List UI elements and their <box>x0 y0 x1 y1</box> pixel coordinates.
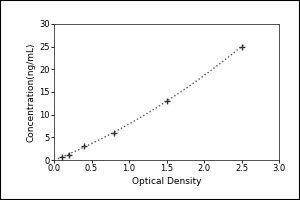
Y-axis label: Concentration(ng/mL): Concentration(ng/mL) <box>26 42 35 142</box>
X-axis label: Optical Density: Optical Density <box>132 177 201 186</box>
